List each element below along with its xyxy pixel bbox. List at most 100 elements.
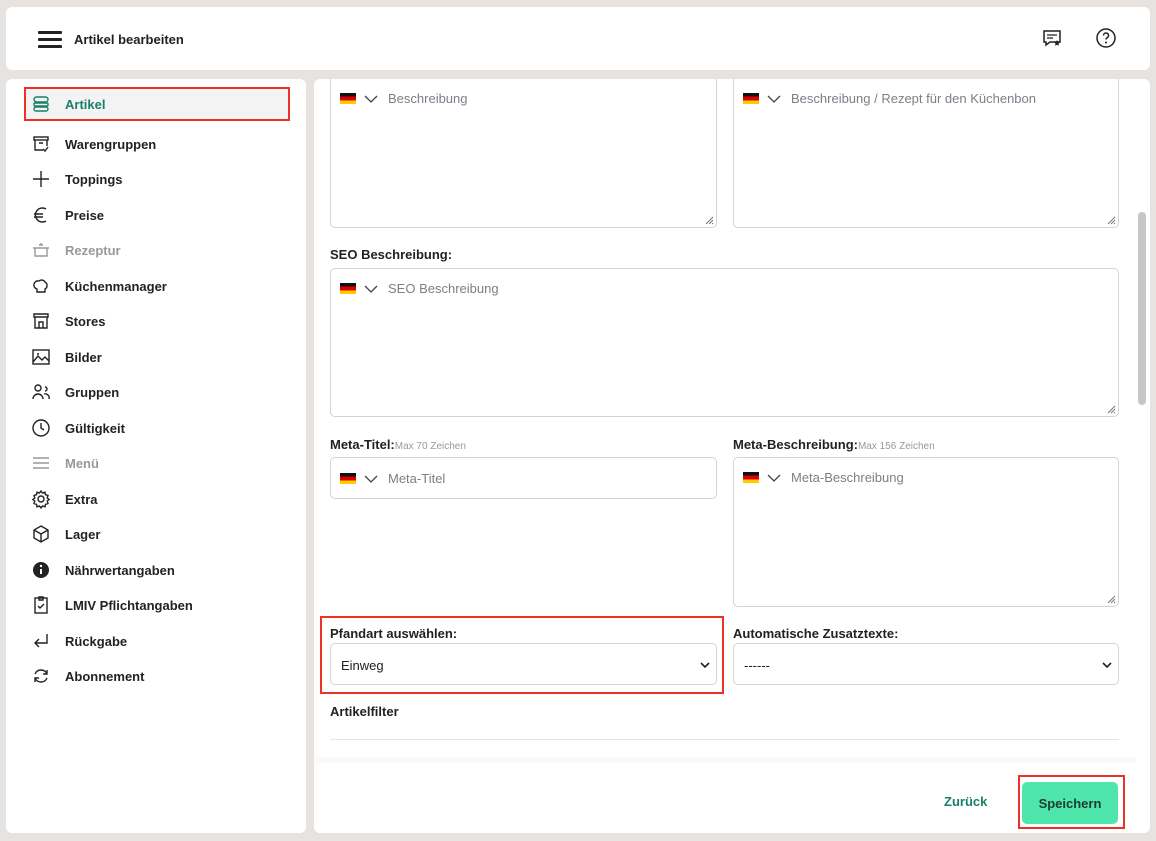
clock-icon bbox=[32, 419, 50, 437]
resize-handle-icon[interactable] bbox=[1106, 215, 1116, 225]
placeholder: Meta-Titel bbox=[388, 471, 446, 486]
clipboard-icon bbox=[34, 596, 48, 614]
sidebar-item-warengruppen[interactable]: Warengruppen bbox=[24, 127, 290, 161]
placeholder: Meta-Beschreibung bbox=[791, 470, 904, 485]
hint: Max 70 Zeichen bbox=[394, 441, 466, 452]
kuechenbon-textarea[interactable]: Beschreibung / Rezept für den Küchenbon bbox=[733, 79, 1119, 228]
help-icon[interactable] bbox=[1095, 27, 1117, 49]
sidebar-item-nährwertangaben[interactable]: Nährwertangaben bbox=[24, 553, 290, 587]
sidebar-item-lmiv-pflichtangaben[interactable]: LMIV Pflichtangaben bbox=[24, 588, 290, 622]
save-button[interactable]: Speichern bbox=[1022, 782, 1118, 824]
sidebar-item-label: Toppings bbox=[65, 171, 123, 187]
image-icon bbox=[32, 349, 50, 365]
german-flag-icon[interactable] bbox=[340, 473, 356, 484]
sidebar-item-gruppen[interactable]: Gruppen bbox=[24, 375, 290, 409]
sidebar-item-rezeptur[interactable]: Rezeptur bbox=[24, 233, 290, 267]
sidebar-item-label: Gruppen bbox=[65, 384, 120, 400]
zusatz-select[interactable]: ------ bbox=[733, 643, 1119, 685]
sidebar-item-label: Extra bbox=[65, 491, 98, 507]
pot-icon bbox=[33, 243, 49, 257]
german-flag-icon[interactable] bbox=[743, 93, 759, 104]
sidebar-item-artikel[interactable]: Artikel bbox=[24, 87, 290, 121]
chevron-down-icon[interactable] bbox=[767, 95, 781, 103]
feedback-icon[interactable] bbox=[1041, 27, 1063, 49]
placeholder: Beschreibung / Rezept für den Küchenbon bbox=[791, 91, 1037, 106]
store-icon bbox=[33, 313, 49, 329]
artikelfilter-label: Artikelfilter bbox=[330, 704, 399, 719]
top-bar: Artikel bearbeiten bbox=[6, 7, 1150, 70]
sidebar-item-abonnement[interactable]: Abonnement bbox=[24, 659, 290, 693]
resize-handle-icon[interactable] bbox=[1106, 594, 1116, 604]
meta-desc-label: Meta-Beschreibung:Max 156 Zeichen bbox=[733, 437, 935, 452]
pfand-label: Pfandart auswählen: bbox=[330, 626, 458, 641]
info-icon bbox=[33, 562, 49, 578]
sidebar-item-menü[interactable]: Menü bbox=[24, 446, 290, 480]
return-icon bbox=[34, 634, 48, 648]
german-flag-icon[interactable] bbox=[743, 472, 759, 483]
sidebar-item-lager[interactable]: Lager bbox=[24, 517, 290, 551]
seo-textarea[interactable]: SEO Beschreibung bbox=[330, 268, 1119, 417]
scrollbar[interactable] bbox=[1138, 212, 1146, 405]
placeholder: Beschreibung bbox=[388, 91, 468, 106]
sidebar-item-label: Menü bbox=[65, 455, 99, 471]
sidebar-item-bilder[interactable]: Bilder bbox=[24, 340, 290, 374]
german-flag-icon[interactable] bbox=[340, 283, 356, 294]
refresh-icon bbox=[34, 669, 48, 683]
main-panel: Beschreibung Beschreibung / Rezept für d… bbox=[314, 79, 1150, 833]
chevron-down-icon[interactable] bbox=[364, 475, 378, 483]
sidebar-item-stores[interactable]: Stores bbox=[24, 304, 290, 338]
plus-icon bbox=[33, 171, 49, 187]
sidebar-item-label: Nährwertangaben bbox=[65, 562, 175, 578]
label-text: Meta-Titel: bbox=[330, 437, 395, 452]
sidebar-item-label: Bilder bbox=[65, 349, 102, 365]
users-icon bbox=[32, 384, 50, 400]
chef-hat-icon bbox=[33, 279, 48, 293]
sidebar-item-gültigkeit[interactable]: Gültigkeit bbox=[24, 411, 290, 445]
select-value: ------ bbox=[744, 658, 770, 673]
sidebar-item-label: Lager bbox=[65, 526, 101, 542]
meta-title-input[interactable]: Meta-Titel bbox=[330, 457, 717, 499]
sidebar-item-label: Preise bbox=[65, 207, 105, 223]
box-icon bbox=[33, 525, 49, 543]
hint: Max 156 Zeichen bbox=[857, 441, 935, 452]
sidebar-item-label: LMIV Pflichtangaben bbox=[65, 597, 193, 613]
german-flag-icon[interactable] bbox=[340, 93, 356, 104]
page-title: Artikel bearbeiten bbox=[74, 32, 184, 47]
sidebar-item-label: Artikel bbox=[65, 96, 106, 112]
menu-icon[interactable] bbox=[38, 31, 62, 48]
burger-icon bbox=[33, 96, 49, 112]
chevron-down-icon bbox=[700, 662, 710, 669]
sidebar-item-rückgabe[interactable]: Rückgabe bbox=[24, 624, 290, 658]
pfand-select[interactable]: Einweg bbox=[330, 643, 717, 685]
resize-handle-icon[interactable] bbox=[1106, 404, 1116, 414]
meta-title-label: Meta-Titel:Max 70 Zeichen bbox=[330, 437, 466, 452]
chevron-down-icon[interactable] bbox=[767, 474, 781, 482]
euro-icon bbox=[34, 207, 47, 223]
sidebar-item-label: Stores bbox=[65, 313, 106, 329]
sidebar-item-label: Abonnement bbox=[65, 668, 145, 684]
sidebar-item-label: Gültigkeit bbox=[65, 420, 125, 436]
sidebar-item-label: Rückgabe bbox=[65, 633, 128, 649]
sidebar-item-toppings[interactable]: Toppings bbox=[24, 162, 290, 196]
seo-label: SEO Beschreibung: bbox=[330, 247, 453, 262]
placeholder: SEO Beschreibung bbox=[388, 281, 499, 296]
sidebar bbox=[6, 79, 306, 833]
divider bbox=[330, 739, 1119, 740]
highlight-box bbox=[320, 616, 724, 694]
gear-icon bbox=[31, 489, 51, 509]
archive-icon bbox=[33, 136, 49, 153]
footer: Zurück Speichern bbox=[314, 757, 1136, 833]
sidebar-item-label: Rezeptur bbox=[65, 242, 121, 258]
highlight-box bbox=[1018, 775, 1125, 829]
sidebar-item-extra[interactable]: Extra bbox=[24, 482, 290, 516]
meta-desc-textarea[interactable]: Meta-Beschreibung bbox=[733, 457, 1119, 607]
back-button[interactable]: Zurück bbox=[944, 794, 988, 809]
chevron-down-icon[interactable] bbox=[364, 285, 378, 293]
beschreibung-textarea[interactable]: Beschreibung bbox=[330, 79, 717, 228]
resize-handle-icon[interactable] bbox=[704, 215, 714, 225]
sidebar-item-küchenmanager[interactable]: Küchenmanager bbox=[24, 269, 290, 303]
list-icon bbox=[33, 457, 49, 469]
sidebar-item-preise[interactable]: Preise bbox=[24, 198, 290, 232]
sidebar-item-label: Warengruppen bbox=[65, 136, 157, 152]
chevron-down-icon[interactable] bbox=[364, 95, 378, 103]
